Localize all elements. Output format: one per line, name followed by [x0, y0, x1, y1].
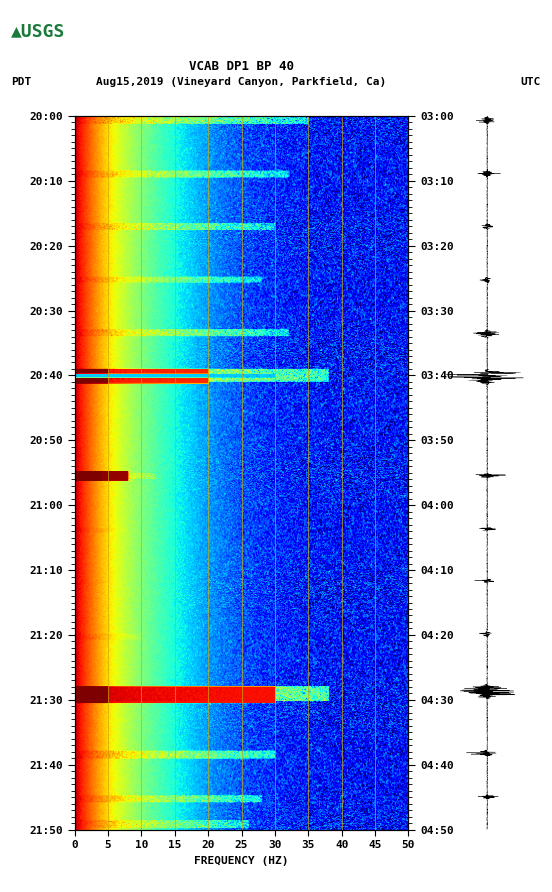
- Text: UTC: UTC: [521, 77, 541, 87]
- Text: Aug15,2019 (Vineyard Canyon, Parkfield, Ca): Aug15,2019 (Vineyard Canyon, Parkfield, …: [97, 77, 386, 87]
- X-axis label: FREQUENCY (HZ): FREQUENCY (HZ): [194, 855, 289, 865]
- Text: VCAB DP1 BP 40: VCAB DP1 BP 40: [189, 61, 294, 73]
- Text: ▲USGS: ▲USGS: [11, 22, 66, 40]
- Text: PDT: PDT: [11, 77, 31, 87]
